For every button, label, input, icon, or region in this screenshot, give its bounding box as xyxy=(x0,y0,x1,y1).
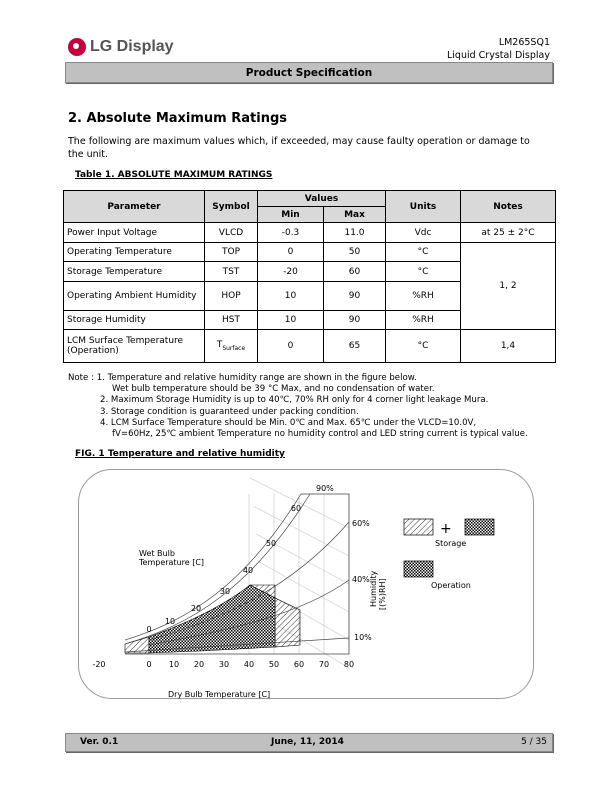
wet-bulb-tick-label: 40 xyxy=(243,566,253,575)
ratings-table: Parameter Symbol Values Units Notes Min … xyxy=(63,190,556,363)
rh-label: 10% xyxy=(354,633,372,642)
wet-bulb-tick-label: 10 xyxy=(165,617,175,626)
operation-legend-swatch-storage xyxy=(464,518,495,536)
x-tick-label: 20 xyxy=(194,660,204,669)
lg-display-logo: LG Display xyxy=(68,38,174,56)
table-caption: Table 1. ABSOLUTE MAXIMUM RATINGS xyxy=(75,170,273,180)
table-row: LCM Surface Temperature (Operation) TSur… xyxy=(63,329,556,363)
intro-text: The following are maximum values which, … xyxy=(68,136,530,160)
rh-40-curve xyxy=(148,579,350,646)
wet-bulb-gridline xyxy=(258,561,350,613)
wet-bulb-gridline xyxy=(252,505,350,557)
footer-date: June, 11, 2014 xyxy=(271,737,344,747)
rh-100-curve xyxy=(124,493,302,641)
legend-storage-label: Storage xyxy=(435,539,466,548)
wet-bulb-tick-label: 20 xyxy=(191,604,201,613)
col-units: Units xyxy=(385,190,461,223)
footer-bar: Ver. 0.1 June, 11, 2014 5 / 35 xyxy=(65,733,553,752)
x-tick-label: 0 xyxy=(146,660,151,669)
table-row: Power Input Voltage VLCD -0.3 11.0 Vdc at 2… xyxy=(63,222,556,243)
section-title: 2. Absolute Maximum Ratings xyxy=(68,111,287,126)
humidity-axis-label: Humidity xyxy=(369,570,378,607)
wet-bulb-tick-labels: 0 10 20 30 40 50 60 xyxy=(146,504,301,634)
wet-bulb-gridline xyxy=(249,477,350,529)
x-tick-label: 50 xyxy=(269,660,279,669)
x-axis-label: Dry Bulb Temperature [C] xyxy=(168,690,270,699)
header-bar: Product Specification xyxy=(65,62,553,83)
figure-frame xyxy=(78,469,534,699)
col-notes: Notes xyxy=(460,190,556,223)
wet-bulb-tick-label: 0 xyxy=(146,625,151,634)
legend-plus: + xyxy=(440,521,452,537)
x-tick-label: 40 xyxy=(244,660,254,669)
wet-bulb-gridline xyxy=(255,533,350,585)
notes: Note : 1. Temperature and relative humid… xyxy=(68,373,528,440)
wet-bulb-label: Wet Bulb xyxy=(139,549,175,558)
col-parameter: Parameter xyxy=(63,190,205,223)
x-tick-label: 70 xyxy=(319,660,329,669)
rh-label: 60% xyxy=(352,519,370,528)
x-tick-label: 30 xyxy=(219,660,229,669)
table-row: Operating Ambient Humidity HOP 10 90 %RH xyxy=(63,281,556,311)
humidity-axis-label-2: [(%)RH] xyxy=(378,578,387,610)
model-info: LM265SQ1 Liquid Crystal Display xyxy=(447,36,550,62)
x-tick-label: -20 xyxy=(92,660,105,669)
rh-90-curve xyxy=(124,493,311,645)
wet-bulb-label-2: Temperature [C] xyxy=(138,558,204,567)
rh-60-curve xyxy=(148,521,350,641)
x-tick-label: 10 xyxy=(169,660,179,669)
model-number: LM265SQ1 xyxy=(498,37,550,48)
table-row: Storage Temperature TST -20 60 °C xyxy=(63,261,556,282)
col-min: Min xyxy=(257,206,324,223)
rh-label: 40% xyxy=(352,575,370,584)
operation-legend-swatch xyxy=(403,560,434,578)
figure-caption: FIG. 1 Temperature and relative humidity xyxy=(75,449,285,459)
x-tick-label: 80 xyxy=(344,660,354,669)
rh-10-curve xyxy=(124,637,350,653)
wet-bulb-tick-label: 30 xyxy=(220,587,230,596)
wet-bulb-tick-label: 60 xyxy=(291,504,301,513)
product-type: Liquid Crystal Display xyxy=(446,50,550,61)
brand-name: LG Display xyxy=(90,38,174,55)
x-tick-label: 60 xyxy=(294,660,304,669)
wet-bulb-gridline xyxy=(261,589,350,641)
rh-labels: 90% 60% 40% 10% xyxy=(316,484,372,642)
storage-legend-swatch xyxy=(403,518,434,536)
rh-label: 90% xyxy=(316,484,334,493)
col-max: Max xyxy=(323,206,386,223)
wet-bulb-tick-label: 50 xyxy=(266,539,276,548)
operation-region xyxy=(148,584,276,654)
lg-logo-icon xyxy=(68,38,86,56)
chart-frame xyxy=(125,493,350,655)
table-row: Storage Humidity HST 10 90 %RH xyxy=(63,310,556,330)
footer-version: Ver. 0.1 xyxy=(80,737,119,747)
x-tick-labels: -20 0 10 20 30 40 50 60 70 80 xyxy=(92,660,354,669)
legend-operation-label: Operation xyxy=(431,581,471,590)
footer-page: 5 / 35 xyxy=(521,737,547,747)
